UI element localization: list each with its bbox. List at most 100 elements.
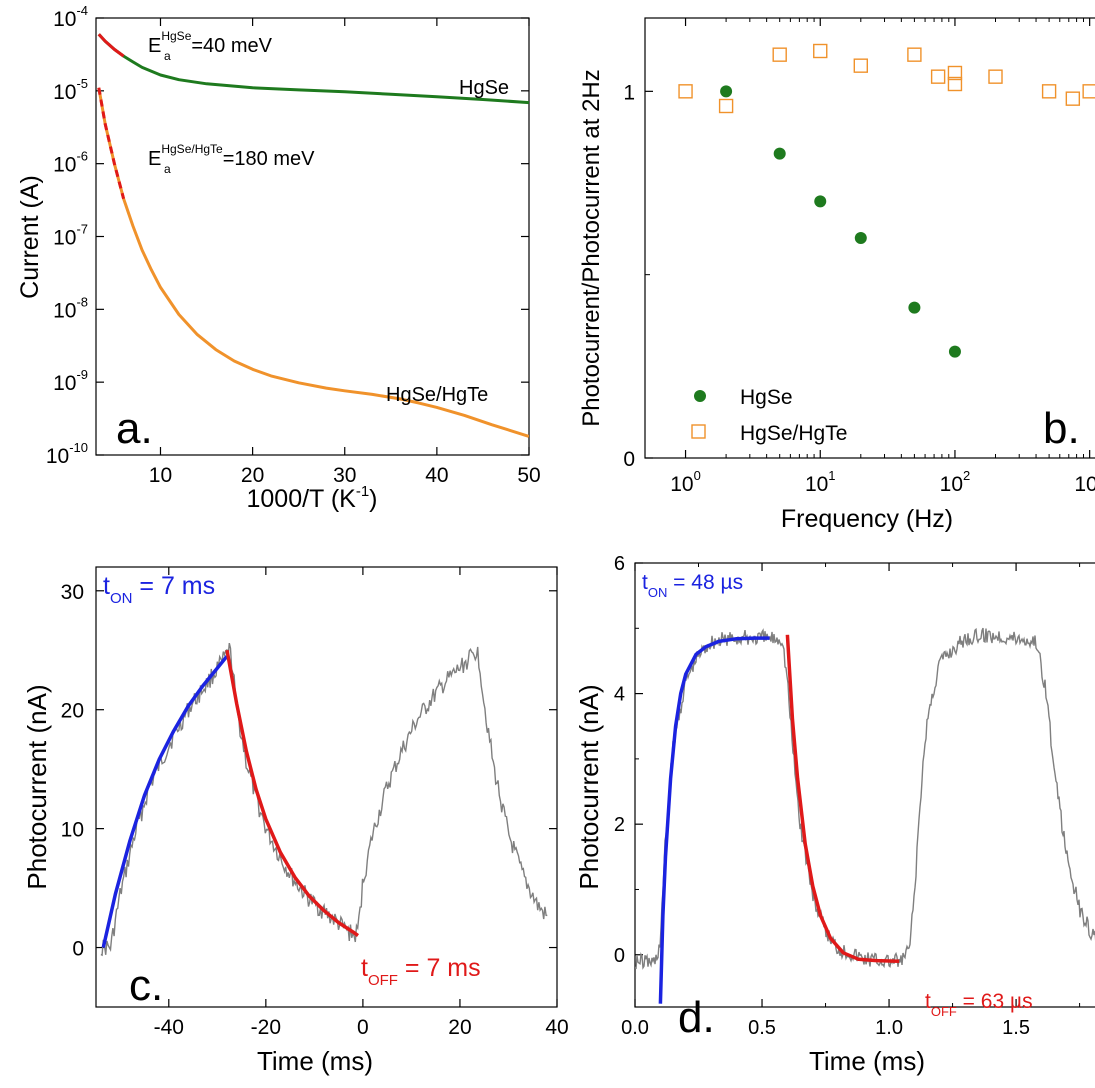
- data-point-hgse-hgte: [1041, 84, 1057, 99]
- y-tick-label: 1: [623, 81, 635, 104]
- y-tick-label: 20: [61, 700, 84, 723]
- y-axis-label: Photocurrent/Photocurrent at 2Hz: [578, 69, 605, 427]
- noisy-trace: [635, 627, 1095, 970]
- annotation-t-off: tOFF = 63 µs: [925, 990, 1033, 1019]
- y-tick-label: 6: [614, 553, 625, 575]
- panel-label-a: a.: [116, 404, 153, 453]
- y-tick-label: 30: [61, 581, 84, 604]
- data-point-hgse-hgte: [813, 43, 828, 59]
- x-tick-label: 30: [333, 464, 356, 487]
- y-tick-label: 2: [614, 814, 625, 836]
- x-axis-label: Time (ms): [809, 1046, 925, 1076]
- x-tick-label: 103: [1074, 468, 1095, 496]
- annotation-ea-sub-1: a: [164, 49, 171, 63]
- panel-b: 01 100 101 102 103 Photocurrent/Photocurren…: [578, 17, 1095, 533]
- x-tick-label: -20: [251, 1016, 281, 1039]
- x-tick-label: 40: [425, 464, 448, 487]
- y-axis-label: Photocurrent (nA): [22, 684, 52, 889]
- series-group: [100, 642, 548, 957]
- plot-frame: [95, 566, 558, 1008]
- annotation-ea-sub-2: a: [164, 162, 171, 176]
- x-tick-label: 102: [940, 468, 971, 496]
- series-group: [678, 43, 1095, 358]
- legend: HgSe HgSe/HgTe: [691, 386, 847, 445]
- fit-line-on: [658, 636, 770, 1004]
- y-tick-label: 0: [72, 938, 84, 961]
- panel-label-d: d.: [678, 993, 715, 1042]
- panel-label-b: b.: [1043, 404, 1080, 453]
- x-ticks: 10 20 30 40 50: [149, 18, 541, 487]
- data-point-hgse-hgte: [930, 69, 946, 84]
- x-axis-label: Frequency (Hz): [781, 505, 953, 533]
- x-ticks: 100 101 102 103: [644, 18, 1095, 496]
- y-axis-label: Current (A): [16, 175, 44, 299]
- series-line-hgse-hgte: [97, 87, 529, 438]
- x-tick-label: 1.5: [1002, 1017, 1030, 1039]
- y-ticks: 0 2 4 6: [614, 553, 643, 967]
- data-point-hgse: [720, 85, 733, 98]
- x-tick-label: 10: [149, 464, 172, 487]
- annotation-ea-hgse-hgte: EHgSe/HgTe=180 meV: [148, 142, 315, 170]
- series-group: [97, 33, 529, 438]
- annotation-t-on: tON = 48 µs: [642, 571, 743, 600]
- x-tick-label: 0.5: [748, 1017, 776, 1039]
- x-tick-label: 20: [241, 464, 264, 487]
- y-tick-label: 10-5: [53, 76, 88, 104]
- fit-line-off: [225, 649, 360, 938]
- legend-label-hgse: HgSe: [740, 386, 793, 409]
- data-point-hgse-hgte: [718, 98, 734, 114]
- data-point-hgse-hgte: [907, 47, 922, 62]
- x-axis-label: 1000/T (K-1): [247, 483, 378, 513]
- annotation-ea-hgse: EHgSe=40 meV: [148, 29, 273, 57]
- annotation-t-off: tOFF = 7 ms: [361, 954, 481, 989]
- data-point-hgse-hgte: [947, 76, 963, 92]
- y-axis-label: Photocurrent (nA): [574, 684, 604, 889]
- data-point-hgse-hgte: [1065, 91, 1081, 106]
- series-group: [635, 627, 1095, 1004]
- legend-label-hgse-hgte: HgSe/HgTe: [740, 422, 847, 445]
- y-tick-label: 0: [614, 945, 625, 967]
- x-ticks: -40 -20 0 20 40: [154, 567, 569, 1039]
- plot-frame: [634, 562, 1095, 1008]
- x-tick-label: 101: [805, 468, 836, 496]
- y-tick-label: 10-6: [53, 149, 88, 177]
- x-axis-label: Time (ms): [257, 1046, 373, 1076]
- y-tick-label: 10-10: [46, 440, 88, 468]
- y-ticks: 01: [623, 81, 653, 471]
- x-tick-label: 100: [670, 468, 701, 496]
- y-tick-label: 10-9: [53, 367, 88, 395]
- fit-line-off: [785, 634, 900, 964]
- fit-line-1: [97, 33, 125, 58]
- series-label-hgse-hgte: HgSe/HgTe: [386, 384, 488, 406]
- data-point-hgse-hgte: [853, 58, 868, 73]
- y-tick-label: 10-7: [53, 222, 88, 250]
- x-tick-label: 20: [448, 1016, 471, 1039]
- data-point-hgse: [908, 301, 921, 314]
- x-tick-label: 40: [545, 1016, 568, 1039]
- y-tick-label: 10-4: [53, 3, 88, 31]
- x-tick-label: 0.0: [621, 1017, 649, 1039]
- data-point-hgse-hgte: [1082, 84, 1095, 99]
- data-point-hgse: [948, 345, 961, 358]
- y-tick-label: 4: [614, 684, 625, 706]
- x-tick-label: 0: [357, 1016, 369, 1039]
- data-point-hgse-hgte: [772, 47, 787, 62]
- series-label-hgse: HgSe: [459, 77, 509, 99]
- y-ticks: 0 10 20 30: [61, 581, 557, 961]
- data-point-hgse: [773, 147, 786, 160]
- data-point-hgse-hgte: [947, 65, 963, 81]
- plot-frame: [644, 17, 1095, 459]
- legend-marker-hgse: [694, 390, 706, 402]
- y-ticks: 10-10 10-9 10-8 10-7 10-6 10-5 10-4: [46, 3, 529, 468]
- legend-marker-hgse-hgte: [691, 424, 706, 439]
- x-tick-label: 1.0: [875, 1017, 903, 1039]
- panel-c: 0 10 20 30 -40 -20 0 20 40 Photocurrent (nA) Ti…: [22, 566, 569, 1076]
- fit-line-2: [97, 87, 126, 200]
- panel-a: 10-10 10-9 10-8 10-7 10-6 10-5 10-4 10 20 30 40 50…: [16, 3, 541, 513]
- y-tick-label: 10: [61, 819, 84, 842]
- panel-label-c: c.: [129, 961, 163, 1010]
- x-tick-label: 50: [517, 464, 540, 487]
- data-point-hgse: [854, 232, 867, 244]
- x-tick-label: -40: [154, 1016, 184, 1039]
